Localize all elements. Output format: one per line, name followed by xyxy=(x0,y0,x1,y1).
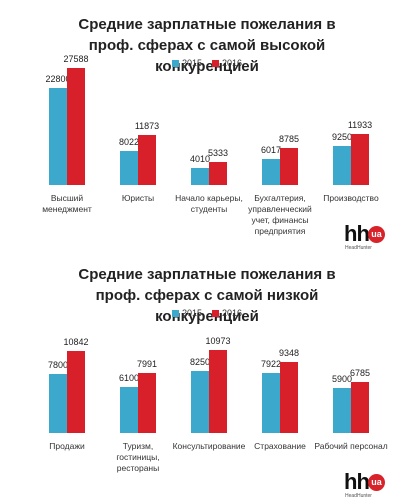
legend-label: 2016 xyxy=(222,58,243,68)
bar xyxy=(67,350,85,433)
bar xyxy=(191,167,209,185)
category-label: Бухгалтерия, управленческий учет, финанс… xyxy=(248,193,312,236)
chart: Средние зарплатные пожелания в проф. сфе… xyxy=(0,250,414,500)
legend-swatch xyxy=(171,60,179,67)
bar xyxy=(351,381,369,433)
bar xyxy=(191,370,209,433)
legend-swatch xyxy=(212,310,219,317)
bar xyxy=(280,362,298,433)
bar xyxy=(333,388,351,433)
category-label: Высший менеджмент xyxy=(42,193,92,214)
bar xyxy=(333,145,351,185)
category-label: Юристы xyxy=(121,193,155,203)
legend: 2015 2016 xyxy=(0,308,414,318)
legend-item: 2015 xyxy=(171,58,202,68)
logo-caption: HeadHunter xyxy=(345,493,372,499)
logo-caption: HeadHunter xyxy=(345,245,372,251)
logo-badge: ua xyxy=(368,226,385,243)
value-label: 27588 xyxy=(63,54,89,64)
value-label: 11933 xyxy=(347,120,373,131)
value-label: 7800 xyxy=(47,360,69,370)
logo-text: hh xyxy=(344,469,370,494)
legend-item: 2016 xyxy=(212,58,242,68)
category-label: Начало карьеры, студенты xyxy=(175,193,243,214)
category-label: Рабочий персонал xyxy=(314,441,388,451)
legend-swatch xyxy=(212,60,219,67)
bar xyxy=(49,88,67,185)
bar xyxy=(351,134,369,185)
value-label: 8022 xyxy=(118,136,140,147)
value-label: 10973 xyxy=(205,336,231,346)
value-label: 9250 xyxy=(331,131,353,142)
category-label: Страхование xyxy=(254,441,306,451)
bar xyxy=(209,162,227,185)
chart: Средние зарплатные пожелания в проф. сфе… xyxy=(0,16,414,251)
chart-title: Средние зарплатные пожелания в проф. сфе… xyxy=(78,16,336,75)
value-label: 5333 xyxy=(207,148,229,159)
value-label: 11873 xyxy=(134,120,160,131)
bar xyxy=(262,159,280,185)
bar xyxy=(262,373,280,433)
bar xyxy=(209,350,227,433)
value-label: 22800 xyxy=(45,74,71,85)
legend-item: 2015 xyxy=(171,308,202,318)
bar xyxy=(120,386,138,433)
legend-item: 2016 xyxy=(212,308,242,318)
bar xyxy=(138,372,156,433)
category-label: Производство xyxy=(323,193,379,203)
legend: 2015 2016 xyxy=(0,58,414,68)
logo: hh ua HeadHunter xyxy=(344,221,404,251)
bar xyxy=(67,68,85,185)
value-label: 9348 xyxy=(278,348,300,359)
legend-swatch xyxy=(171,310,179,317)
bar xyxy=(120,150,138,185)
value-label: 7922 xyxy=(260,359,282,370)
value-label: 6017 xyxy=(260,145,282,156)
bar xyxy=(138,134,156,185)
chart-title: Средние зарплатные пожелания в проф. сфе… xyxy=(78,266,336,325)
value-label: 8250 xyxy=(189,356,211,367)
value-label: 6100 xyxy=(118,372,140,383)
value-label: 6785 xyxy=(349,367,371,378)
legend-label: 2016 xyxy=(222,308,243,318)
value-label: 10842 xyxy=(63,336,89,347)
legend-label: 2015 xyxy=(181,58,202,68)
category-label: Продажи xyxy=(49,441,85,451)
logo-text: hh xyxy=(344,221,370,246)
value-label: 5900 xyxy=(331,374,353,385)
logo-badge: ua xyxy=(368,474,385,491)
value-label: 4010 xyxy=(189,153,211,164)
value-label: 8785 xyxy=(278,133,300,144)
category-label: Консультирование xyxy=(172,441,246,451)
logo: hh ua HeadHunter xyxy=(344,469,404,499)
bar xyxy=(49,374,67,433)
value-label: 7991 xyxy=(136,358,158,369)
bar xyxy=(280,147,298,185)
legend-label: 2015 xyxy=(181,308,202,318)
category-label: Туризм, гостиницы, рестораны xyxy=(116,441,160,473)
